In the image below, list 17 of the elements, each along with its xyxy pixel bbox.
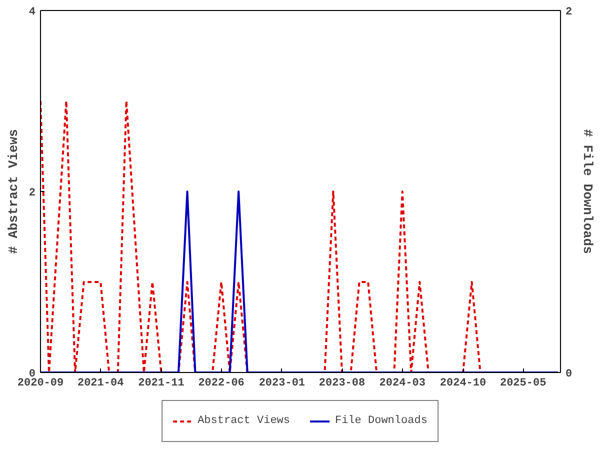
x-tick-label: 2021-11 xyxy=(138,378,185,390)
y-tick-label: 4 xyxy=(28,6,36,18)
x-tick-label: 2023-08 xyxy=(318,378,366,390)
legend-label: Abstract Views xyxy=(198,415,290,427)
x-tick-label: 2024-10 xyxy=(440,378,486,390)
x-tick-label: 2021-04 xyxy=(77,378,124,390)
x-tick-label: 2020-09 xyxy=(17,378,64,390)
x-tick-label: 2024-03 xyxy=(379,378,426,390)
y-tick-label: 2 xyxy=(28,188,36,200)
legend-label: File Downloads xyxy=(335,415,428,427)
y2-axis-title: # File Downloads xyxy=(580,129,596,254)
y2-tick-label: 2 xyxy=(566,6,572,18)
x-tick-label: 2023-01 xyxy=(258,378,306,390)
x-tick-label: 2022-06 xyxy=(198,378,244,390)
y-axis-title: # Abstract Views xyxy=(6,128,21,254)
x-tick-label: 2025-05 xyxy=(500,378,547,390)
y2-tick-label: 0 xyxy=(566,368,572,380)
